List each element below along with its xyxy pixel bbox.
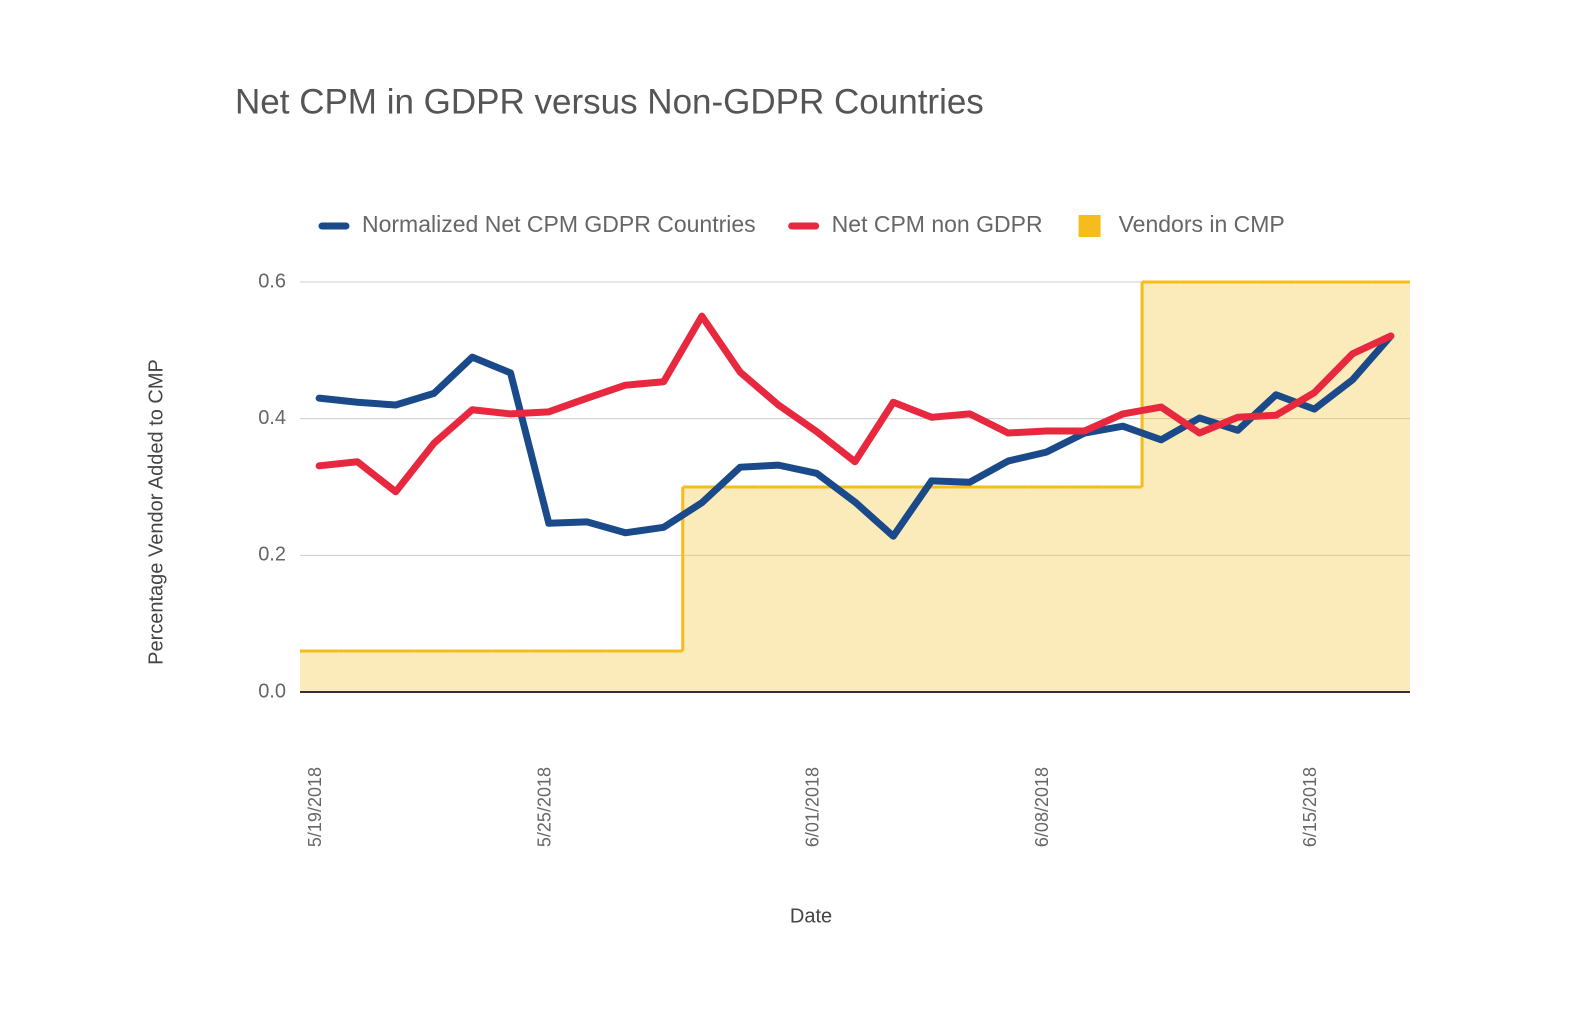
area-segment	[682, 487, 722, 692]
area-segment	[1065, 487, 1104, 692]
area-segment	[338, 651, 377, 692]
area-segment	[606, 651, 645, 692]
area-segment	[300, 651, 339, 692]
area-segment	[797, 487, 836, 692]
area-segment	[1103, 487, 1143, 692]
area-segment	[1142, 282, 1181, 692]
x-tick-label: 6/15/2018	[1300, 767, 1320, 847]
area-segment	[912, 487, 951, 692]
legend-label: Vendors in CMP	[1119, 211, 1285, 237]
area-segment	[491, 651, 530, 692]
area-segment	[1180, 282, 1219, 692]
data-line	[315, 312, 1395, 496]
area-segment	[414, 651, 454, 692]
x-tick-label: 6/01/2018	[802, 767, 822, 847]
area-segment	[567, 651, 607, 692]
area-segment	[1295, 282, 1334, 692]
chart-title: Net CPM in GDPR versus Non-GDPR Countrie…	[235, 82, 984, 121]
area-segment	[1256, 282, 1296, 692]
legend-label: Normalized Net CPM GDPR Countries	[362, 211, 756, 237]
area-segment	[453, 651, 492, 692]
area-segment	[1218, 282, 1257, 692]
legend: Normalized Net CPM GDPR Countries Net CPM…	[318, 211, 1285, 237]
area-segment	[529, 651, 568, 692]
x-tick-label: 6/08/2018	[1032, 767, 1052, 847]
legend-label: Net CPM non GDPR	[832, 211, 1043, 237]
x-tick-label: 5/19/2018	[305, 767, 325, 847]
area-segment	[1027, 487, 1066, 692]
area-segment	[950, 487, 989, 692]
area-segment	[1333, 282, 1372, 692]
x-tick-label: 5/25/2018	[535, 767, 555, 847]
area-segment	[644, 651, 683, 692]
areas	[300, 282, 1410, 692]
area-segment	[759, 487, 798, 692]
y-tick-label: 0.4	[258, 407, 286, 429]
y-tick-label: 0.0	[258, 680, 286, 702]
data-line	[315, 332, 1395, 540]
lines	[300, 280, 1410, 653]
y-tick-label: 0.6	[258, 270, 286, 292]
area-segment	[721, 487, 760, 692]
area-segment	[988, 487, 1028, 692]
axes: 0.0 0.2 0.4 0.6 5/19/2018 5/25/2018 6/01/2018 6…	[258, 270, 1410, 847]
x-axis-title: Date	[790, 905, 832, 927]
area-segment	[376, 651, 415, 692]
y-tick-label: 0.2	[258, 544, 286, 566]
y-axis-title: Percentage Vendor Added to CMP	[145, 359, 167, 665]
legend-swatch	[1078, 215, 1101, 237]
area-segment	[835, 487, 875, 692]
